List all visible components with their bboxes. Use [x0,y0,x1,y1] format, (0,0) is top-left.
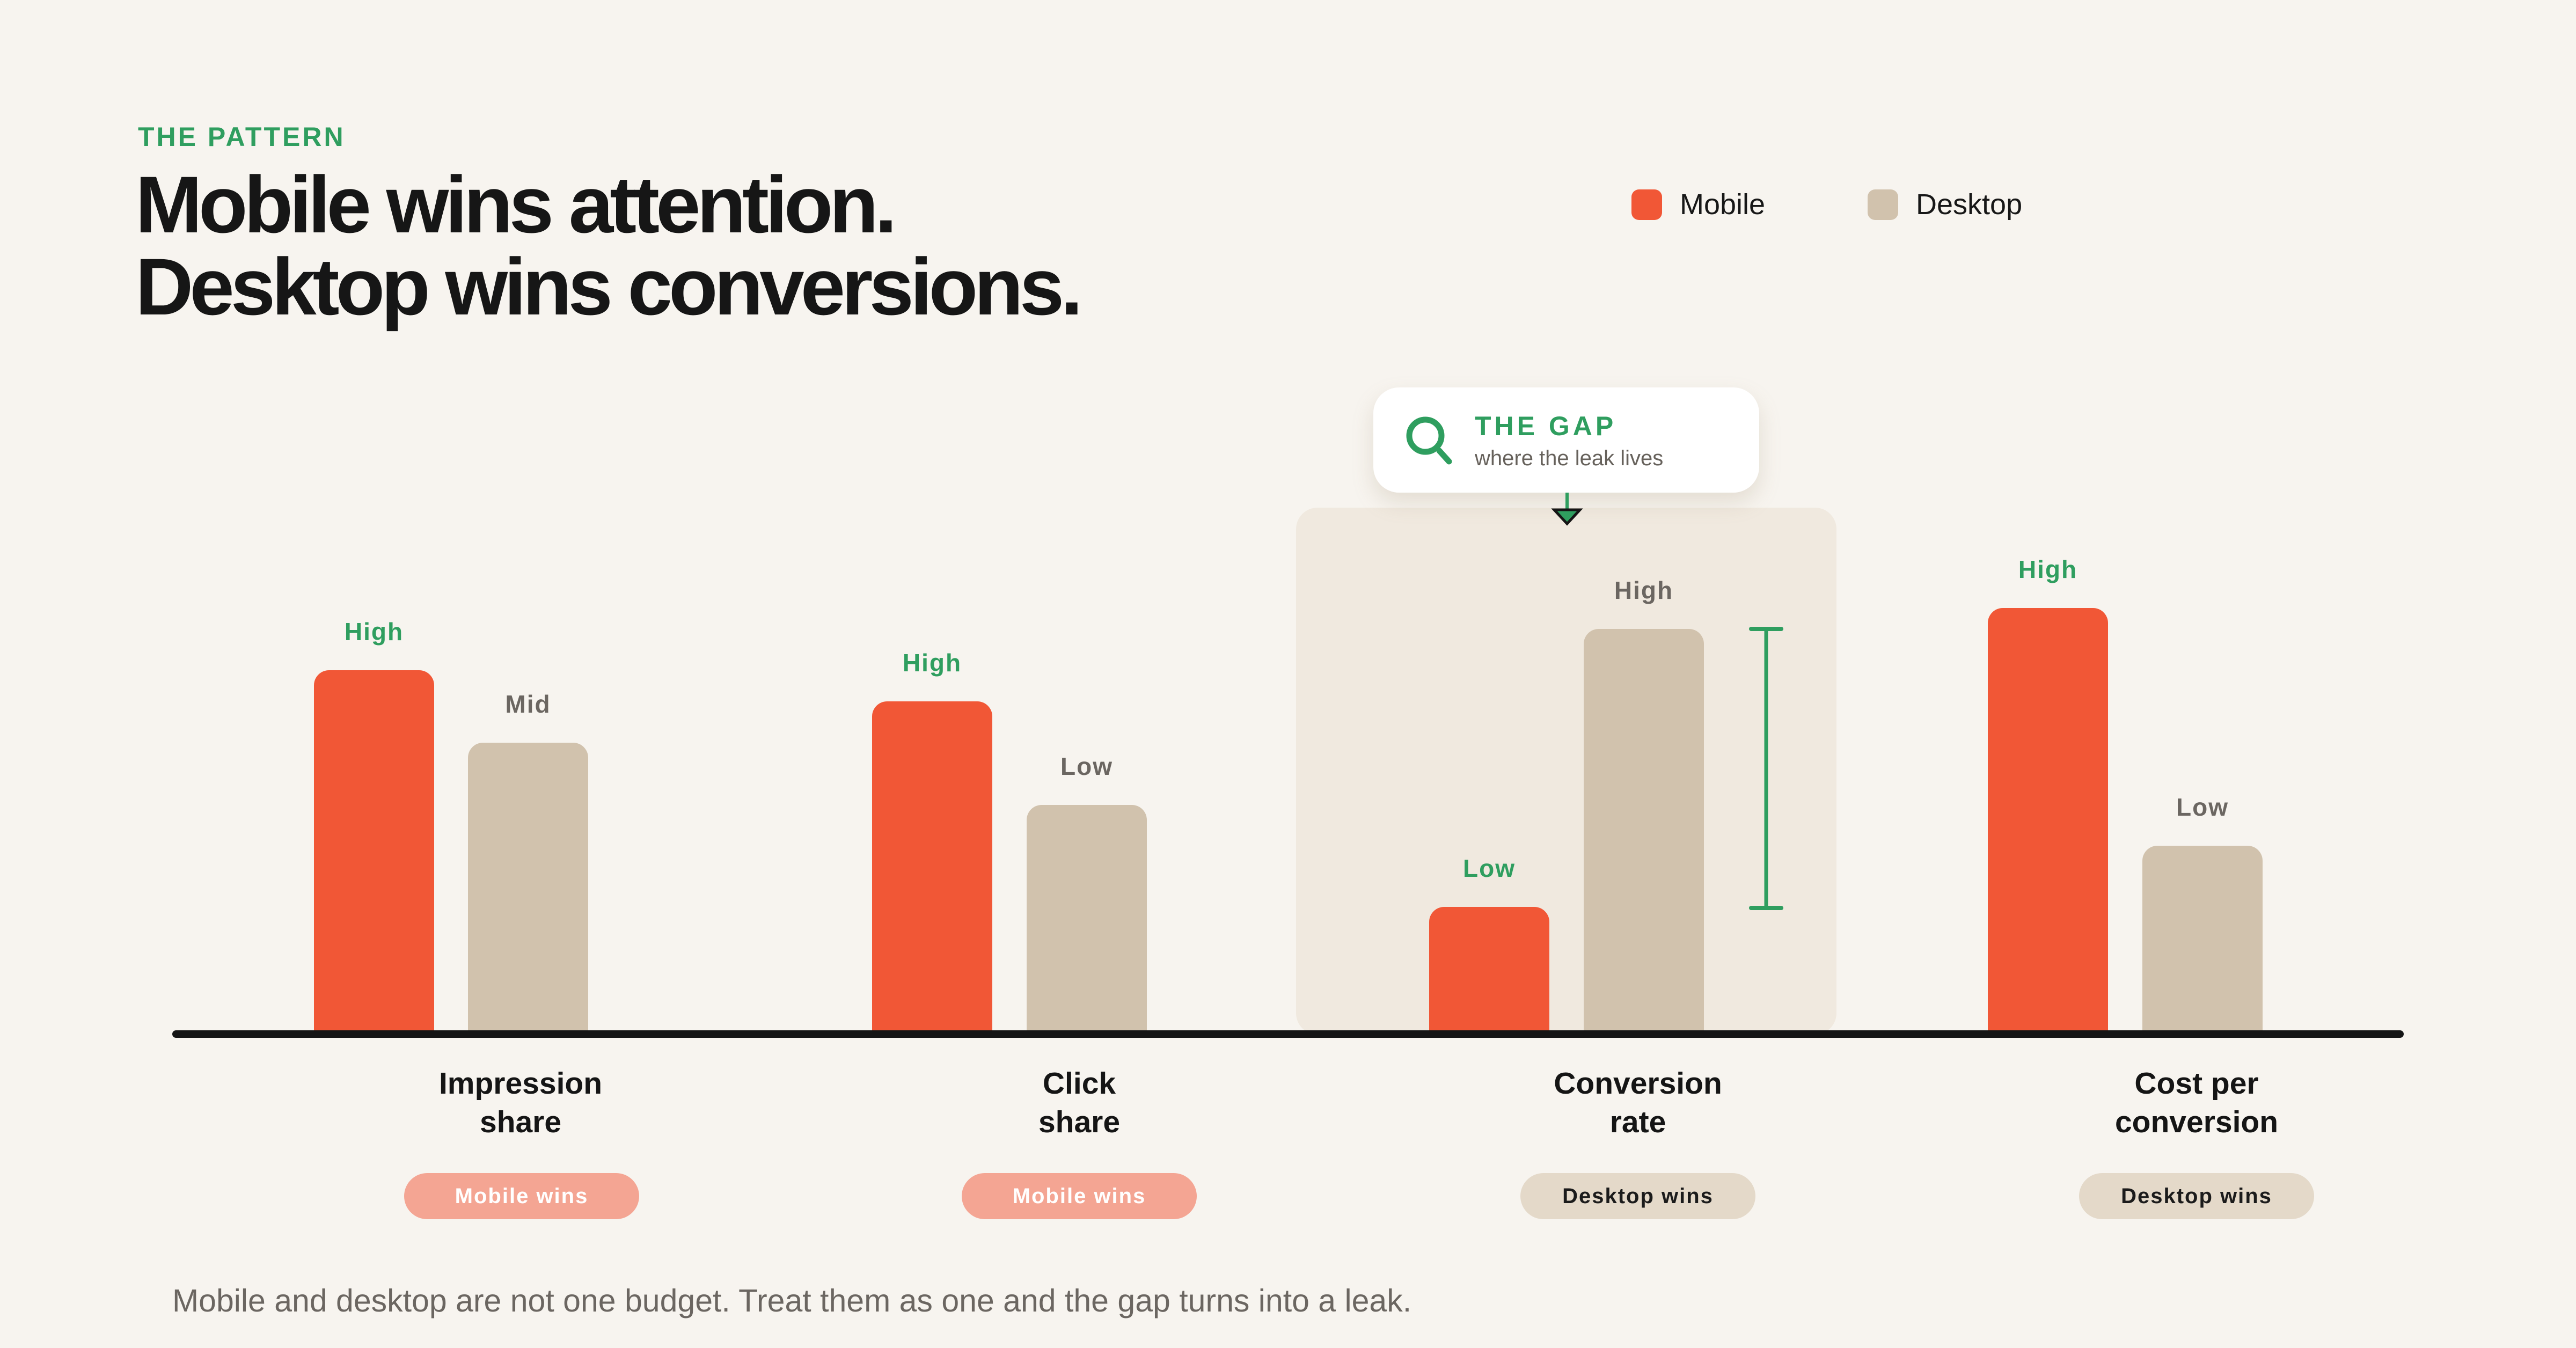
x-axis-baseline [172,1030,2404,1038]
bar-desktop-impression-share [468,743,588,1032]
winner-badge-desktop: Desktop wins [1520,1173,1755,1219]
legend-label-mobile: Mobile [1680,188,1766,221]
winner-badge-mobile: Mobile wins [962,1173,1197,1219]
legend-label-desktop: Desktop [1916,188,2023,221]
legend-item-mobile: Mobile [1631,188,1765,221]
category-label-line-1: Click [1042,1066,1116,1101]
magnifier-icon [1406,416,1452,465]
footer-note: Mobile and desktop are not one budget. T… [172,1283,1412,1318]
value-label-desktop: High [1614,576,1674,604]
bar-mobile-cost-per-conversion [1988,608,2108,1032]
bar-desktop-click-share [1027,805,1147,1032]
value-label-desktop: Low [2176,793,2229,821]
title-line-2: Desktop wins conversions. [135,241,1083,332]
bar-mobile-conversion-rate [1429,907,1549,1032]
callout-subtitle: where the leak lives [1475,446,1664,470]
value-label-desktop: Mid [505,690,551,718]
gap-callout: THE GAP where the leak lives [1373,387,1759,493]
value-label-mobile: Low [1463,854,1516,882]
category-label-line-2: conversion [2114,1105,2279,1139]
bar-desktop-cost-per-conversion [2142,846,2263,1032]
category-label-impression-share: Impression share [360,1064,682,1141]
value-label-desktop: Low [1060,752,1113,780]
arrow-down-icon [1551,493,1583,526]
value-label-mobile: High [344,618,404,646]
category-label-line-2: share [479,1105,562,1139]
gap-highlight-panel [1296,508,1836,1035]
gap-bracket-icon [1749,627,1783,910]
page-title: Mobile wins attention. Desktop wins conv… [135,159,1083,332]
category-label-line-1: Impression [438,1066,603,1101]
legend-item-desktop: Desktop [1868,188,2022,221]
callout-title: THE GAP [1475,411,1617,441]
legend-swatch-desktop [1868,189,1898,220]
winner-badge-mobile: Mobile wins [404,1173,639,1219]
eyebrow-label: THE PATTERN [138,122,346,152]
bar-mobile-click-share [872,701,992,1032]
title-line-1: Mobile wins attention. [135,159,897,250]
category-label-line-2: share [1038,1105,1121,1139]
category-label-cost-per-conversion: Cost per conversion [2036,1064,2358,1141]
category-label-conversion-rate: Conversion rate [1477,1064,1799,1141]
value-label-mobile: High [902,649,962,677]
category-label-line-2: rate [1609,1105,1666,1139]
winner-badge-desktop: Desktop wins [2079,1173,2314,1219]
legend-swatch-mobile [1631,189,1662,220]
category-label-click-share: Click share [918,1064,1240,1141]
category-label-line-1: Conversion [1554,1066,1722,1101]
category-label-line-1: Cost per [2134,1066,2259,1101]
bar-desktop-conversion-rate [1584,629,1704,1032]
bar-mobile-impression-share [314,670,434,1032]
value-label-mobile: High [2018,555,2078,583]
